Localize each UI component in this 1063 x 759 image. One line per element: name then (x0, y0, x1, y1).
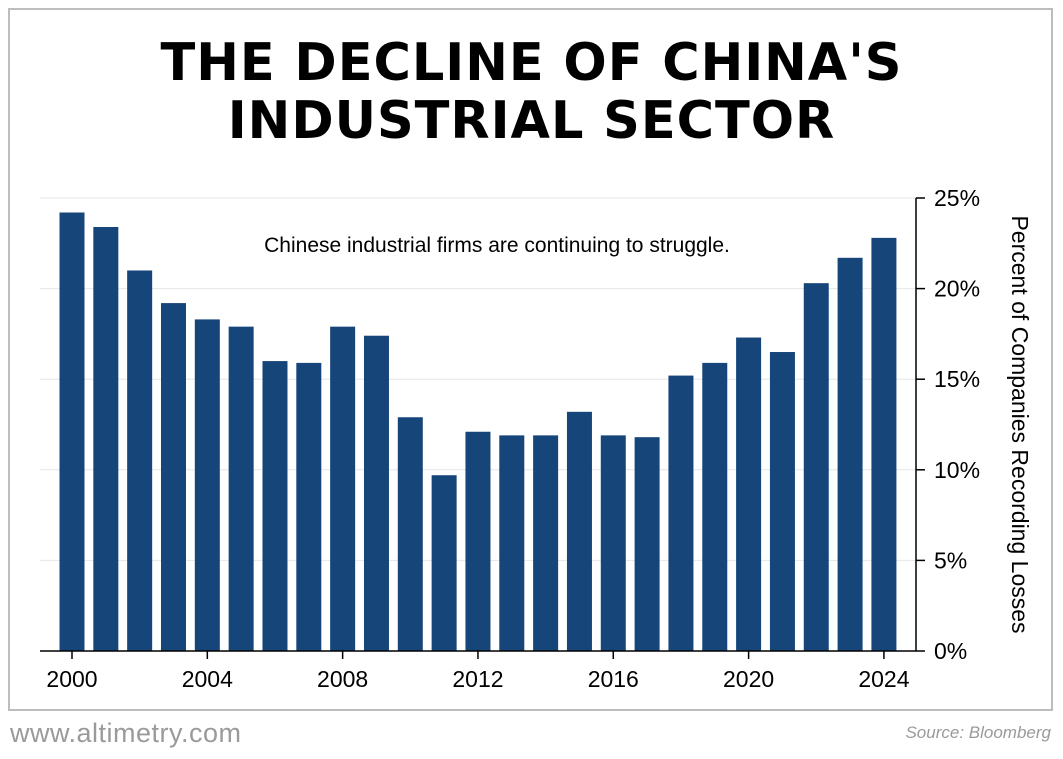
bar (363, 335, 389, 651)
bar (262, 361, 288, 651)
bar (837, 257, 863, 651)
bar (769, 352, 795, 651)
source-note: Source: Bloomberg (905, 723, 1051, 742)
bar (566, 411, 592, 651)
bar (194, 319, 220, 651)
bar (397, 417, 423, 651)
x-tick-label: 2000 (46, 666, 97, 692)
x-tick-label: 2004 (182, 666, 233, 692)
bar (127, 270, 153, 651)
x-tick-label: 2020 (723, 666, 774, 692)
bar (803, 283, 829, 651)
y-tick-label: 25% (934, 185, 980, 211)
bar (533, 435, 559, 651)
bar (634, 437, 660, 651)
bar (499, 435, 525, 651)
y-tick-label: 20% (934, 276, 980, 302)
y-tick-label: 5% (934, 547, 967, 573)
x-tick-label: 2024 (858, 666, 909, 692)
x-tick-label: 2012 (452, 666, 503, 692)
bar (600, 435, 626, 651)
y-tick-label: 0% (934, 638, 967, 664)
y-axis-label: Percent of Companies Recording Losses (1007, 215, 1033, 633)
bar (431, 475, 457, 651)
title-line-1: THE DECLINE OF CHINA'S (160, 33, 903, 93)
bar (59, 212, 85, 651)
chart-annotation: Chinese industrial firms are continuing … (264, 234, 730, 257)
y-tick-label: 15% (934, 366, 980, 392)
chart-title: THE DECLINE OF CHINA'S INDUSTRIAL SECTOR (11, 34, 1053, 150)
bar (465, 431, 491, 651)
bar (668, 375, 694, 651)
bar (702, 362, 728, 651)
x-tick-label: 2016 (588, 666, 639, 692)
bar (93, 226, 119, 651)
bar (871, 237, 897, 651)
title-line-2: INDUSTRIAL SECTOR (227, 91, 836, 151)
bar (296, 362, 322, 651)
x-tick-label: 2008 (317, 666, 368, 692)
bar (330, 326, 356, 651)
bar (160, 303, 186, 651)
website-url: www.altimetry.com (10, 718, 242, 748)
y-tick-label: 10% (934, 457, 980, 483)
bar (736, 337, 762, 651)
bar (228, 326, 254, 651)
